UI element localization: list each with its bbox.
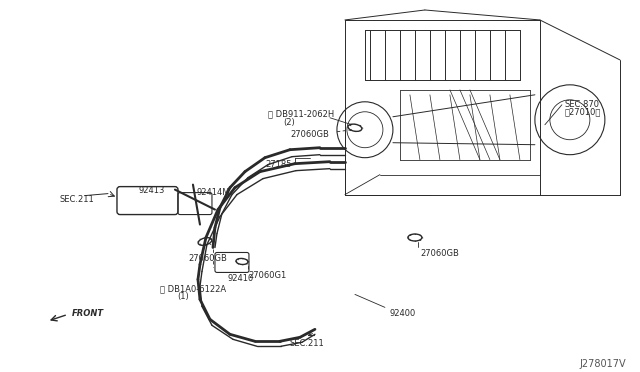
Text: (2): (2) xyxy=(283,118,294,127)
Text: ⓝ DB911-2062H: ⓝ DB911-2062H xyxy=(268,110,334,119)
Text: FRONT: FRONT xyxy=(72,310,104,318)
Text: 27060GB: 27060GB xyxy=(188,254,227,263)
Text: 27060G1: 27060G1 xyxy=(248,272,286,280)
Text: 27060GB: 27060GB xyxy=(420,250,459,259)
Text: ⓝ DB1A0-6122A: ⓝ DB1A0-6122A xyxy=(160,285,226,294)
Text: SEC.211: SEC.211 xyxy=(290,339,324,348)
Text: 92410: 92410 xyxy=(228,275,254,283)
Text: 92414M: 92414M xyxy=(197,187,230,197)
Text: SEC.211: SEC.211 xyxy=(60,195,95,203)
Text: SEC.870: SEC.870 xyxy=(565,100,600,109)
Text: 92413: 92413 xyxy=(139,186,165,195)
Text: J278017V: J278017V xyxy=(580,359,627,369)
Text: ㉰27010㉱: ㉰27010㉱ xyxy=(565,108,601,117)
Text: 27060GB: 27060GB xyxy=(290,130,329,139)
Text: 92400: 92400 xyxy=(390,310,416,318)
Text: 27185: 27185 xyxy=(265,160,291,169)
Text: (1): (1) xyxy=(177,292,189,301)
